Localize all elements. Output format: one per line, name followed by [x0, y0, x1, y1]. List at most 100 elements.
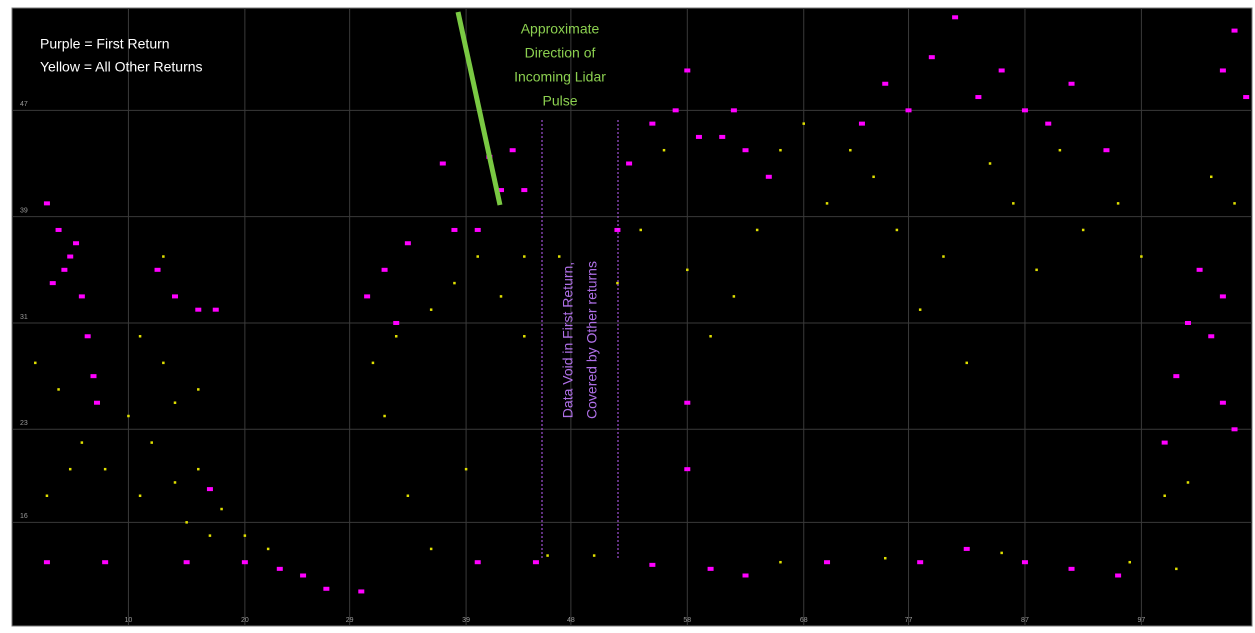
first-return-point — [673, 108, 679, 112]
first-return-point — [1232, 29, 1238, 33]
first-return-point — [1220, 401, 1226, 405]
x-tick-label: 48 — [567, 617, 575, 624]
other-return-point — [896, 229, 899, 232]
first-return-point — [929, 55, 935, 59]
first-return-point — [684, 68, 690, 72]
other-return-point — [1117, 202, 1120, 205]
other-return-point — [558, 255, 561, 258]
other-return-point — [81, 441, 84, 444]
other-return-point — [395, 335, 398, 338]
plot-area — [12, 8, 1252, 626]
other-return-point — [139, 495, 142, 498]
first-return-point — [696, 135, 702, 139]
other-return-point — [779, 149, 782, 152]
other-return-point — [383, 415, 386, 418]
first-return-point — [743, 573, 749, 577]
first-return-point — [277, 567, 283, 571]
y-tick-label: 47 — [20, 101, 28, 108]
first-return-point — [521, 188, 527, 192]
other-return-point — [849, 149, 852, 152]
other-return-point — [523, 255, 526, 258]
y-tick-label: 31 — [20, 314, 28, 321]
x-tick-label: 97 — [1137, 617, 1145, 624]
first-return-point — [1022, 560, 1028, 564]
first-return-point — [533, 560, 539, 564]
first-return-point — [743, 148, 749, 152]
other-return-point — [686, 269, 689, 272]
other-return-point — [1140, 255, 1143, 258]
first-return-point — [50, 281, 56, 285]
first-return-point — [684, 467, 690, 471]
first-return-point — [649, 563, 655, 567]
other-return-point — [46, 495, 49, 498]
other-return-point — [197, 468, 200, 471]
other-return-point — [1128, 561, 1131, 564]
first-return-point — [1069, 82, 1075, 86]
first-return-point — [649, 122, 655, 126]
other-return-point — [989, 162, 992, 165]
y-tick-label: 39 — [20, 208, 28, 215]
chart: 102029394858687787971623313947 Purple = … — [0, 0, 1255, 633]
other-return-point — [1175, 568, 1178, 571]
other-return-point — [139, 335, 142, 338]
first-return-point — [155, 268, 161, 272]
other-return-point — [1082, 229, 1085, 232]
other-return-point — [162, 362, 165, 365]
other-return-point — [756, 229, 759, 232]
first-return-point — [184, 560, 190, 564]
other-return-point — [174, 481, 177, 484]
first-return-point — [1243, 95, 1249, 99]
first-return-point — [300, 573, 306, 577]
other-return-point — [733, 295, 736, 298]
pulse-note: Approximate — [521, 21, 600, 37]
other-return-point — [872, 176, 875, 179]
first-return-point — [917, 560, 923, 564]
other-return-point — [372, 362, 375, 365]
pulse-note: Pulse — [542, 93, 577, 109]
x-tick-label: 58 — [683, 617, 691, 624]
x-tick-label: 10 — [125, 617, 133, 624]
other-return-point — [802, 122, 805, 125]
first-return-point — [1045, 122, 1051, 126]
first-return-point — [906, 108, 912, 112]
other-return-point — [150, 441, 153, 444]
other-return-point — [197, 388, 200, 391]
other-return-point — [1233, 202, 1236, 205]
other-return-point — [826, 202, 829, 205]
first-return-point — [719, 135, 725, 139]
other-return-point — [884, 557, 887, 560]
first-return-point — [393, 321, 399, 325]
first-return-point — [207, 487, 213, 491]
legend-note: Purple = First Return — [40, 36, 170, 52]
first-return-point — [451, 228, 457, 232]
other-return-point — [500, 295, 503, 298]
other-return-point — [616, 282, 619, 285]
first-return-point — [172, 294, 178, 298]
first-return-point — [358, 589, 364, 593]
void-note: Covered by Other returns — [584, 261, 600, 419]
first-return-point — [824, 560, 830, 564]
first-return-point — [102, 560, 108, 564]
other-return-point — [162, 255, 165, 258]
other-return-point — [639, 229, 642, 232]
other-return-point — [430, 548, 433, 551]
first-return-point — [364, 294, 370, 298]
first-return-point — [1208, 334, 1214, 338]
first-return-point — [999, 68, 1005, 72]
legend-note: Yellow = All Other Returns — [40, 59, 203, 75]
first-return-point — [882, 82, 888, 86]
other-return-point — [1035, 269, 1038, 272]
other-return-point — [220, 508, 223, 511]
first-return-point — [91, 374, 97, 378]
first-return-point — [1115, 573, 1121, 577]
other-return-point — [1163, 495, 1166, 498]
x-tick-label: 20 — [241, 617, 249, 624]
first-return-point — [323, 587, 329, 591]
first-return-point — [382, 268, 388, 272]
pulse-note: Incoming Lidar — [514, 69, 606, 85]
other-return-point — [57, 388, 60, 391]
first-return-point — [1197, 268, 1203, 272]
other-return-point — [1210, 176, 1213, 179]
first-return-point — [213, 308, 219, 312]
first-return-point — [626, 161, 632, 165]
